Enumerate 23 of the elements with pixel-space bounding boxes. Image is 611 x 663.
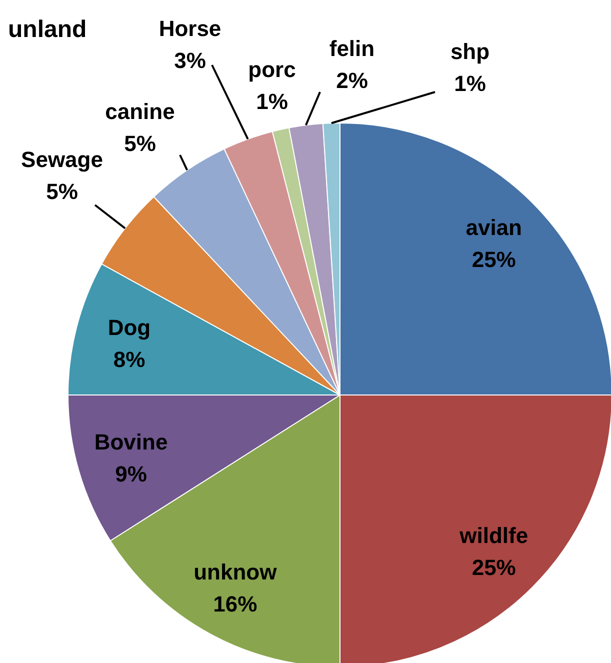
slice-label: canine <box>105 99 175 124</box>
data-label: 3% <box>174 48 206 73</box>
slice-label: felin <box>329 36 375 61</box>
slice-label: Bovine <box>94 430 168 455</box>
data-label: 16% <box>213 592 258 617</box>
data-label: 1% <box>256 89 288 114</box>
slice-label: unknow <box>194 560 278 585</box>
data-label: 25% <box>472 554 516 580</box>
data-label: 8% <box>113 346 146 372</box>
slice-label: porc <box>248 57 296 82</box>
slice-label: Horse <box>158 16 222 41</box>
data-label: 5% <box>124 131 156 156</box>
data-label: 9% <box>115 462 147 487</box>
slice-label: avian <box>466 215 522 240</box>
slice-label: Dog <box>108 314 151 340</box>
data-label: 25% <box>472 247 516 272</box>
data-label: 2% <box>336 68 368 93</box>
slice-label: Sewage <box>21 147 103 172</box>
slice-label: shp <box>450 39 490 64</box>
data-label: 1% <box>454 71 486 96</box>
slice-label: wildlfe <box>458 522 528 548</box>
data-label: 5% <box>46 179 78 204</box>
chart-title: unland <box>8 16 87 44</box>
